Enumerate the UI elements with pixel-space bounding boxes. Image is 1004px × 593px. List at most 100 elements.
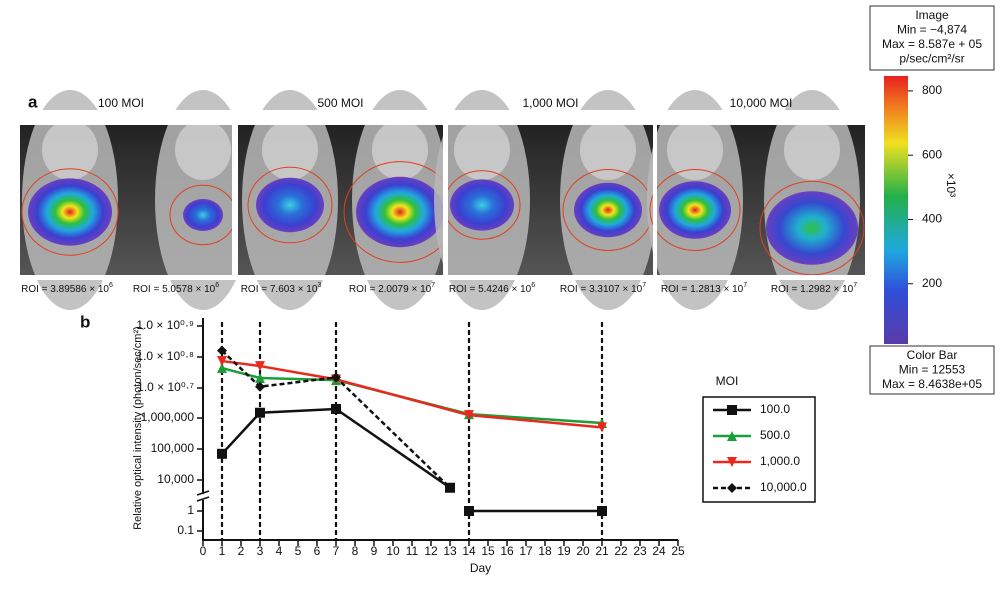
roi-circle bbox=[649, 169, 741, 251]
panel-label: b bbox=[80, 312, 90, 331]
mouse-head bbox=[580, 120, 636, 180]
mouse-head bbox=[784, 120, 840, 180]
legend-marker bbox=[727, 483, 737, 493]
signal bbox=[183, 199, 223, 231]
colorbar-box bbox=[869, 345, 995, 395]
mask bbox=[443, 120, 448, 280]
x-tick-label: 0 bbox=[200, 544, 207, 558]
axis-break bbox=[196, 490, 210, 496]
roi-exponent: 3 bbox=[317, 282, 321, 289]
x-tick-label: 22 bbox=[614, 544, 628, 558]
signal bbox=[659, 181, 731, 239]
roi-label: ROI = 2.0079 × 107 bbox=[349, 282, 435, 295]
roi-label: ROI = 5.0578 × 106 bbox=[133, 282, 219, 295]
marker bbox=[597, 422, 607, 433]
panel-title: 500 MOI bbox=[317, 96, 363, 110]
roi-exponent: 6 bbox=[109, 282, 113, 289]
y-tick-label: 1.0 × 10⁰·⁸ bbox=[136, 349, 194, 363]
x-tick-label: 10 bbox=[386, 544, 400, 558]
legend-label: 10,000.0 bbox=[760, 480, 807, 494]
x-tick-label: 25 bbox=[671, 544, 685, 558]
signal bbox=[450, 179, 514, 231]
y-tick-label: 1.0 × 10⁰·⁹ bbox=[136, 318, 194, 332]
colorbar-box-line: Min = 12553 bbox=[899, 363, 966, 377]
x-tick-label: 8 bbox=[352, 544, 359, 558]
x-tick-label: 16 bbox=[500, 544, 514, 558]
image-box-line: p/sec/cm²/sr bbox=[899, 52, 964, 66]
axis-break bbox=[196, 496, 210, 502]
colorbar-tick-label: 400 bbox=[922, 212, 942, 226]
roi-label: ROI = 3.3107 × 107 bbox=[560, 282, 646, 295]
roi-circle bbox=[247, 166, 333, 244]
y-tick-label: 10,000 bbox=[157, 472, 194, 486]
image-clip bbox=[657, 275, 865, 280]
colorbar bbox=[884, 76, 908, 344]
image-clip bbox=[238, 275, 443, 280]
panel-title: 1,000 MOI bbox=[522, 96, 578, 110]
legend-label: 500.0 bbox=[760, 428, 790, 442]
marker bbox=[217, 356, 227, 367]
panel-title: 100 MOI bbox=[98, 96, 144, 110]
image-clip bbox=[20, 275, 232, 280]
panel-title: 10,000 MOI bbox=[730, 96, 793, 110]
x-tick-label: 6 bbox=[314, 544, 321, 558]
roi-text: ROI = 1.2813 × 10 bbox=[661, 284, 744, 295]
legend-marker bbox=[727, 405, 737, 415]
marker bbox=[255, 381, 265, 392]
signal bbox=[256, 177, 324, 233]
marker bbox=[597, 506, 607, 516]
x-tick-label: 20 bbox=[576, 544, 590, 558]
mouse-head bbox=[454, 120, 510, 180]
x-tick-label: 9 bbox=[371, 544, 378, 558]
colorbar-box-line: Max = 8.4638e+05 bbox=[882, 377, 982, 391]
x-tick-label: 5 bbox=[295, 544, 302, 558]
image-box-line: Image bbox=[915, 8, 949, 22]
marker bbox=[464, 410, 474, 421]
y-tick-label: 1.0 × 10⁰·⁷ bbox=[137, 380, 194, 394]
roi-text: ROI = 7.603 × 10 bbox=[241, 284, 318, 295]
roi-text: ROI = 5.0578 × 10 bbox=[133, 284, 216, 295]
marker bbox=[217, 363, 227, 374]
legend-title: MOI bbox=[716, 374, 739, 388]
x-tick-label: 19 bbox=[557, 544, 571, 558]
legend-marker bbox=[727, 431, 737, 441]
x-tick-label: 1 bbox=[219, 544, 226, 558]
legend-label: 1,000.0 bbox=[760, 454, 800, 468]
marker bbox=[255, 361, 265, 372]
x-tick-label: 4 bbox=[276, 544, 283, 558]
roi-exponent: 7 bbox=[431, 282, 435, 289]
mask bbox=[232, 120, 238, 280]
marker bbox=[255, 373, 265, 384]
x-tick-label: 24 bbox=[652, 544, 666, 558]
roi-exponent: 7 bbox=[743, 282, 747, 289]
marker bbox=[331, 372, 341, 383]
mouse-head bbox=[42, 120, 98, 180]
roi-text: ROI = 5.4246 × 10 bbox=[449, 284, 532, 295]
x-tick-label: 14 bbox=[462, 544, 476, 558]
mask bbox=[865, 120, 870, 280]
image-box bbox=[869, 5, 995, 71]
signal bbox=[574, 182, 642, 238]
panel-label: a bbox=[28, 92, 38, 111]
x-tick-label: 23 bbox=[633, 544, 647, 558]
series-line bbox=[221, 359, 603, 429]
roi-exponent: 7 bbox=[853, 282, 857, 289]
x-tick-label: 11 bbox=[406, 544, 419, 558]
colorbar-tick-label: 200 bbox=[922, 276, 942, 290]
colorbar-unit: ×10³ bbox=[944, 173, 958, 197]
series-line bbox=[221, 349, 451, 489]
signal bbox=[28, 178, 112, 246]
y-tick-label: 0.1 bbox=[177, 523, 194, 537]
roi-text: ROI = 2.0079 × 10 bbox=[349, 284, 432, 295]
roi-exponent: 6 bbox=[531, 282, 535, 289]
roi-label: ROI = 1.2982 × 107 bbox=[771, 282, 857, 295]
series-line bbox=[221, 407, 602, 513]
marker bbox=[217, 345, 227, 356]
colorbar-box-line: Color Bar bbox=[907, 348, 958, 362]
mouse-head bbox=[262, 120, 318, 180]
marker bbox=[445, 482, 455, 493]
legend-label: 100.0 bbox=[760, 402, 790, 416]
x-tick-label: 15 bbox=[481, 544, 495, 558]
marker bbox=[255, 407, 265, 418]
roi-label: ROI = 5.4246 × 106 bbox=[449, 282, 535, 295]
